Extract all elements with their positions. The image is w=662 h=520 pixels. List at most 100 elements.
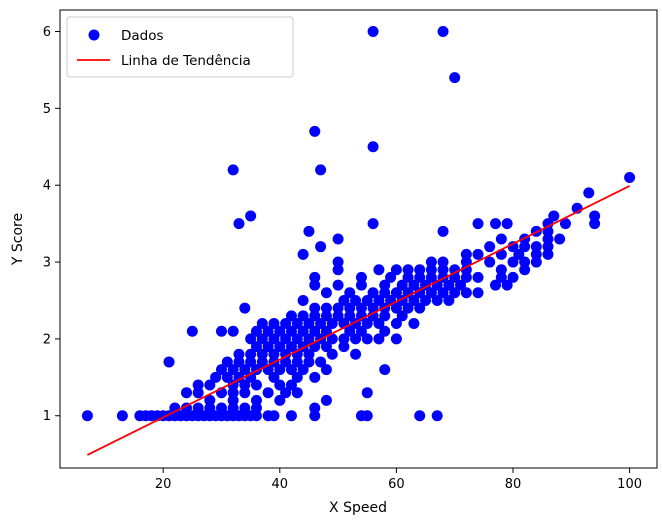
data-point [390,287,402,299]
data-point [239,387,251,399]
data-point [507,241,519,253]
data-point [338,294,350,306]
data-point [309,271,321,283]
data-point [291,387,303,399]
data-point [274,394,286,406]
data-point [233,371,245,383]
data-point [350,294,362,306]
data-point [367,218,379,230]
data-point [385,271,397,283]
data-point [303,225,315,237]
data-point [215,325,227,337]
data-point [285,325,297,337]
data-point [379,310,391,322]
x-axis-label: X Speed [329,500,387,516]
data-point [437,256,449,268]
data-point [472,218,484,230]
data-point [250,402,262,414]
data-point [559,218,571,230]
y-tick-label: 4 [43,179,51,194]
data-point [239,302,251,314]
data-point [513,248,525,260]
data-point [379,325,391,337]
data-point [280,387,292,399]
data-point [530,248,542,260]
data-point [361,410,373,422]
data-point [309,125,321,137]
data-point [501,218,513,230]
data-point [250,410,262,422]
plot-background [60,10,657,468]
data-point [262,387,274,399]
data-point [250,341,262,353]
data-point [291,318,303,330]
data-point [227,325,239,337]
data-point [285,379,297,391]
data-point [192,387,204,399]
data-point [250,394,262,406]
data-point [472,271,484,283]
data-point [233,356,245,368]
data-point [425,271,437,283]
data-point [320,287,332,299]
data-point [414,264,426,276]
data-point [484,241,496,253]
data-point [373,333,385,345]
data-point [332,264,344,276]
data-point [344,302,356,314]
data-point [355,271,367,283]
x-tick-label: 80 [505,477,522,492]
y-tick-label: 2 [43,332,51,347]
data-point [309,325,321,337]
data-point [256,333,268,345]
data-point [81,410,93,422]
data-point [408,279,420,291]
data-point [390,318,402,330]
data-point [554,233,566,245]
data-point [309,371,321,383]
data-point [215,364,227,376]
data-point [338,333,350,345]
data-point [320,325,332,337]
data-point [425,264,437,276]
data-point [542,218,554,230]
data-point [245,210,257,222]
data-point [297,248,309,260]
data-point [320,310,332,322]
data-point [297,294,309,306]
data-point [245,333,257,345]
x-tick-label: 20 [155,477,172,492]
data-point [589,218,601,230]
data-point [303,318,315,330]
data-point [291,333,303,345]
data-point [390,333,402,345]
data-point [221,356,233,368]
data-point [116,410,128,422]
data-point [414,271,426,283]
data-point [495,233,507,245]
data-point [507,256,519,268]
data-point [239,402,251,414]
data-point [431,410,443,422]
data-point [315,356,327,368]
data-point [437,225,449,237]
data-point [460,287,472,299]
data-point [268,410,280,422]
data-point [309,410,321,422]
y-tick-label: 5 [43,102,51,117]
plot-frame [59,9,658,469]
data-point [472,287,484,299]
data-point [402,302,414,314]
data-point [186,325,198,337]
data-point [449,287,461,299]
data-point [373,318,385,330]
data-point [344,287,356,299]
data-point [268,318,280,330]
data-point [472,248,484,260]
data-point [414,287,426,299]
data-point [507,271,519,283]
data-point [303,333,315,345]
y-tick-label: 6 [43,25,51,40]
data-point [583,187,595,199]
data-point [297,364,309,376]
